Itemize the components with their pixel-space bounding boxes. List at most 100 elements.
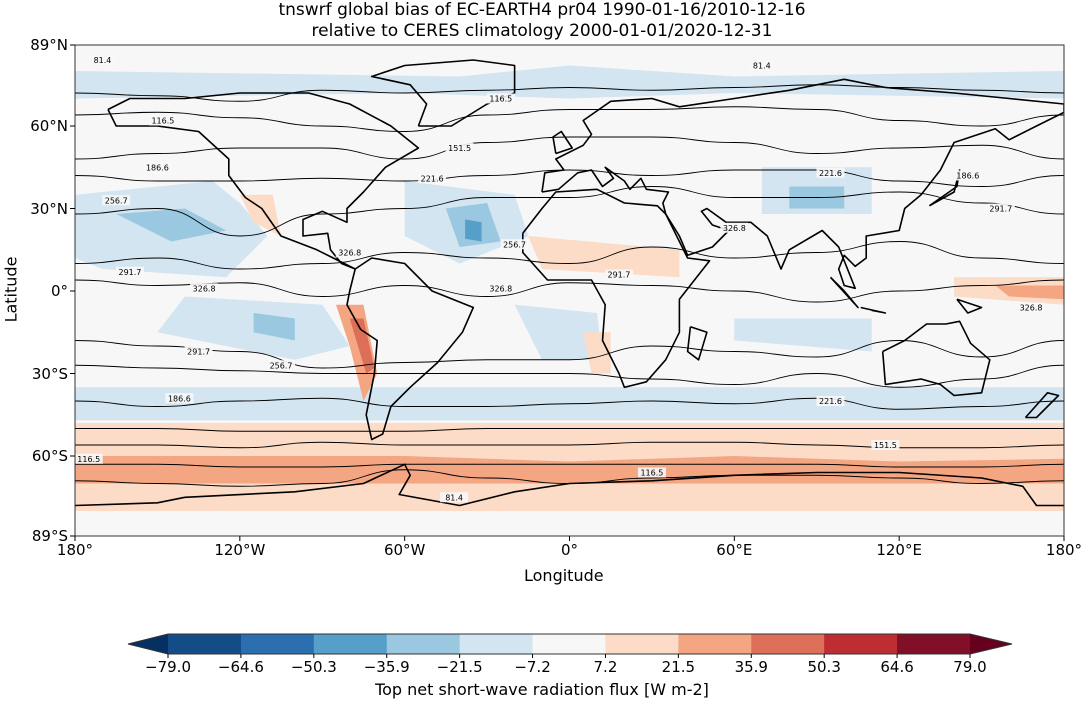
coastline [928,169,961,207]
contour-label: 186.6 [146,163,169,172]
x-tick-label: 60°W [383,541,426,559]
contour-line [75,106,1064,132]
colorbar-extend-high [970,634,1012,654]
contour-label: 256.7 [270,361,293,370]
contour-label-bg [986,203,1015,214]
contour-label-bg [816,396,845,406]
colorbar-segment [459,634,534,654]
x-tick-label: 60°E [716,541,753,559]
coastline [370,59,516,127]
contour-label-bg [604,269,633,280]
contour-label-bg [190,283,219,294]
contour-label-bg [953,170,982,181]
colorbar-tick-label: −64.6 [217,658,264,676]
colorbar-tick-label: 50.3 [807,658,841,676]
chart-title-line2: relative to CERES climatology 2000-01-01… [311,21,773,41]
contour-label: 326.8 [1020,304,1043,313]
bias-region [465,219,482,242]
contour-label-bg [1017,302,1046,313]
contour-label: 186.6 [168,394,191,403]
y-tick-label: 89°S [31,527,68,545]
colorbar-segment [168,634,242,654]
coastline [75,463,1064,507]
contour-label: 256.7 [503,240,526,249]
colorbar-tick-label: 64.6 [880,658,914,676]
contour-label-bg [637,467,666,478]
contour-label: 186.6 [956,172,979,181]
y-tick-label: 30°N [30,199,68,218]
colorbar-segment [897,634,971,654]
contour-label: 326.8 [193,284,216,293]
contour-label: 221.6 [819,169,842,178]
contour-label: 116.5 [77,455,100,464]
colorbar-tick-label: −79.0 [145,658,191,676]
contour-label-bg [143,162,172,173]
contour-line [75,169,1064,187]
colorbar-segment [824,634,898,654]
contour-label: 326.8 [723,224,746,233]
contour-label: 291.7 [607,271,630,280]
colorbar-segment [532,634,606,654]
y-tick-label: 30°S [31,364,68,383]
contour-label: 81.4 [753,62,771,71]
colorbar-segment [313,634,388,654]
y-tick-label: 89°N [30,36,68,54]
bias-region [239,194,281,236]
colorbar-tick-label: 21.5 [661,658,696,676]
coastline [829,276,859,309]
colorbar-segment [605,634,679,654]
contour-label: 221.6 [421,174,444,183]
contour-line [75,241,1064,270]
bias-region [349,318,375,374]
y-tick-label: 60°S [31,447,68,465]
colorbar-tick-label: −50.3 [290,658,337,676]
contour-label: 326.8 [338,249,361,258]
x-tick-label: 120°W [214,541,266,559]
colorbar-segment [751,634,825,654]
contour-label-bg [335,247,364,258]
x-tick-label: 180° [56,541,94,559]
contour-label: 81.4 [94,56,112,65]
contour-label-bg [816,167,845,178]
contour-line [75,340,1064,369]
contour-label-bg [747,60,776,71]
coastline [346,257,475,441]
contour-label-bg [500,239,529,250]
contour-label-bg [486,283,515,294]
contour-line [75,364,1064,388]
contour-label-bg [74,453,103,464]
colorbar-extend-low [128,634,168,654]
contour-label: 291.7 [989,205,1012,214]
contour-label-bg [102,195,131,206]
contour-label: 326.8 [489,284,512,293]
y-axis-label: Latitude [1,256,21,323]
contour-label: 116.5 [151,117,174,126]
contour-label: 291.7 [187,348,210,357]
contour-label-bg [165,393,194,404]
colorbar-label: Top net short-wave radiation flux [W m-2… [375,680,709,699]
contour-label: 116.5 [489,95,512,104]
contour-label: 256.7 [105,196,128,205]
colorbar-tick-label: 35.9 [734,658,768,676]
bias-region [514,304,603,360]
bias-region [995,285,1064,300]
chart-title-line1: tnswrf global bias of EC-EARTH4 pr04 199… [278,0,806,20]
contour-line [75,186,1064,237]
contour-line [75,397,1064,410]
contour-label: 81.4 [445,493,463,502]
bias-region [528,236,680,278]
bias-region [75,456,1064,484]
bias-region [253,313,295,341]
colorbar-tick-label: 7.2 [593,658,618,676]
contour-label-bg [445,143,474,153]
coastline [686,326,708,361]
contour-label-bg [88,55,117,65]
contour-line [75,136,1064,160]
coastline [521,188,711,389]
contour-label: 291.7 [118,268,141,277]
y-tick-label: 0° [50,282,68,300]
coastline [860,306,887,314]
contour-label-bg [418,173,447,184]
contour-label-bg [720,222,749,233]
